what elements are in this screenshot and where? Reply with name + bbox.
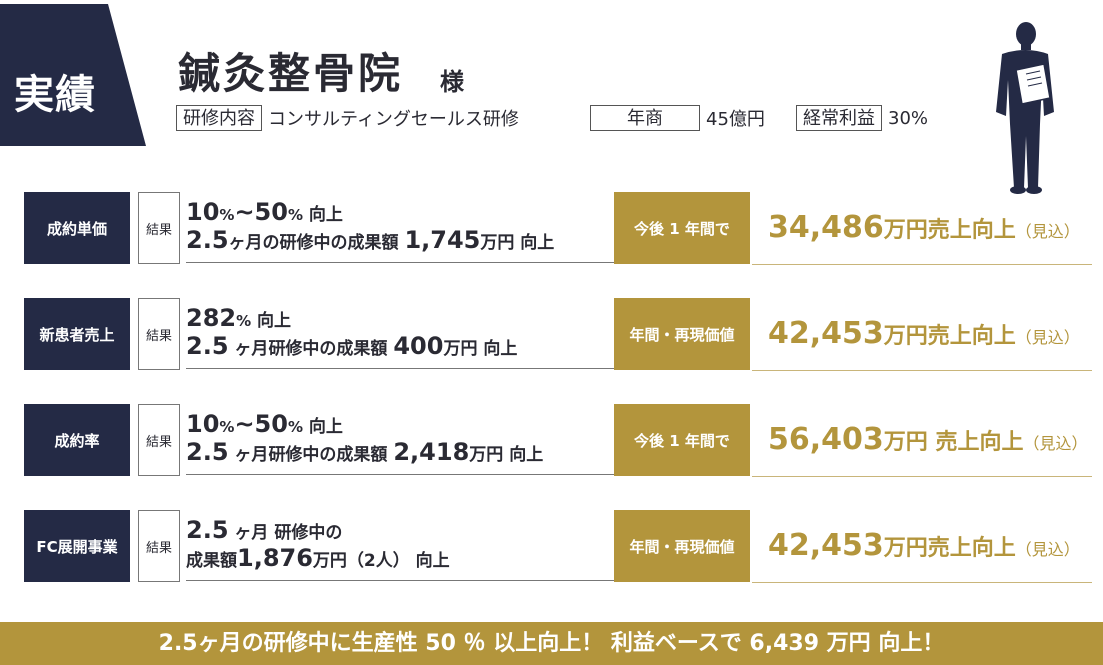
row-category: 新患者売上 — [24, 298, 130, 370]
forecast-value: 34,486 — [768, 210, 884, 245]
forecast-unit: 万円売上向上 — [883, 324, 1016, 349]
detail-unit: % — [287, 418, 303, 436]
client-honorific: 様 — [440, 68, 464, 96]
results-badge-label: 実績 — [14, 72, 96, 118]
profit-info: 経常利益 30% — [796, 103, 928, 133]
row-forecast: 42,453万円売上向上（見込） — [768, 528, 1098, 563]
row-divider — [186, 580, 614, 581]
training-value: コンサルティングセールス研修 — [268, 109, 519, 130]
row-gold-divider — [752, 582, 1092, 583]
detail-unit: 万円 — [480, 233, 515, 253]
forecast-value: 56,403 — [768, 422, 884, 457]
detail-unit: % — [287, 206, 303, 224]
detail-text: 向上 — [514, 233, 555, 253]
row-divider — [186, 262, 614, 263]
forecast-note: （見込） — [1015, 328, 1080, 347]
detail-value: 2.5 — [186, 332, 229, 360]
row-gold-divider — [752, 476, 1092, 477]
summary-text: 2.5ヶ月の研修中に生産性 50 ％ 以上向上！ 利益ベースで 6,439 万円… — [158, 631, 945, 656]
row-gold-divider — [752, 370, 1092, 371]
row-forecast: 42,453万円売上向上（見込） — [768, 316, 1098, 351]
detail-text: 向上 — [251, 311, 292, 331]
detail-unit: 万円（2人） — [312, 551, 410, 571]
sales-value: 45億円 — [706, 109, 765, 130]
detail-value: 2.5 — [186, 438, 229, 466]
detail-amount: 1,876 — [237, 544, 313, 572]
row-detail: 10%~50% 向上 2.5ヶ月の研修中の成果額 1,745万円 向上 — [186, 198, 612, 254]
row-category: FC展開事業 — [24, 510, 130, 582]
detail-unit: 万円 — [443, 339, 478, 359]
detail-amount: 1,745 — [404, 226, 481, 254]
detail-value: 10 — [186, 410, 220, 438]
client-name: 鍼灸整骨院 — [178, 49, 404, 98]
detail-value: 282 — [186, 304, 237, 332]
forecast-note: （見込） — [1015, 540, 1080, 559]
summary-banner — [0, 622, 1103, 665]
detail-amount: 400 — [393, 332, 444, 360]
row-detail: 10%~50% 向上 2.5 ヶ月研修中の成果額 2,418万円 向上 — [186, 410, 612, 466]
detail-unit: ヶ月 — [228, 523, 269, 543]
row-detail: 2.5 ヶ月 研修中の 成果額1,876万円（2人） 向上 — [186, 516, 612, 572]
result-row-1: 成約単価 結果 10%~50% 向上 2.5ヶ月の研修中の成果額 1,745万円… — [0, 192, 1103, 265]
forecast-value: 42,453 — [768, 528, 884, 563]
row-result-label: 結果 — [138, 192, 180, 264]
forecast-value: 42,453 — [768, 316, 884, 351]
row-period: 年間・再現価値 — [614, 510, 750, 582]
detail-unit: % — [219, 418, 235, 436]
detail-unit: ヶ月 — [228, 339, 269, 359]
detail-value: 50 — [254, 410, 288, 438]
sales-label: 年商 — [590, 105, 700, 131]
forecast-unit: 万円売上向上 — [883, 218, 1016, 243]
detail-text: の研修中の成果額 — [262, 233, 405, 253]
detail-unit: ヶ月 — [228, 445, 269, 465]
result-row-4: FC展開事業 結果 2.5 ヶ月 研修中の 成果額1,876万円（2人） 向上 … — [0, 510, 1103, 583]
detail-text: 向上 — [477, 339, 518, 359]
detail-amount: 2,418 — [393, 438, 470, 466]
detail-text: 向上 — [302, 205, 343, 225]
detail-value: 10 — [186, 198, 220, 226]
detail-unit: ヶ月 — [228, 233, 263, 253]
detail-unit: % — [219, 206, 235, 224]
row-result-label: 結果 — [138, 510, 180, 582]
row-forecast: 56,403万円 売上向上（見込） — [768, 422, 1098, 457]
detail-text: 研修中の成果額 — [268, 445, 394, 465]
row-period: 今後 1 年間で — [614, 404, 750, 476]
detail-unit: 万円 — [469, 445, 504, 465]
forecast-note: （見込） — [1023, 434, 1088, 453]
row-category: 成約率 — [24, 404, 130, 476]
detail-value: 50 — [254, 198, 288, 226]
businessman-silhouette-icon — [996, 22, 1054, 194]
result-row-3: 成約率 結果 10%~50% 向上 2.5 ヶ月研修中の成果額 2,418万円 … — [0, 404, 1103, 477]
forecast-note: （見込） — [1015, 222, 1080, 241]
row-forecast: 34,486万円売上向上（見込） — [768, 210, 1098, 245]
row-detail: 282% 向上 2.5 ヶ月研修中の成果額 400万円 向上 — [186, 304, 612, 360]
forecast-unit: 万円 売上向上 — [883, 430, 1024, 455]
row-divider — [186, 368, 614, 369]
row-category: 成約単価 — [24, 192, 130, 264]
detail-text: 向上 — [503, 445, 544, 465]
detail-sep: ~ — [234, 410, 255, 438]
profit-value: 30% — [888, 107, 929, 129]
training-info: 研修内容 コンサルティングセールス研修 — [176, 103, 519, 133]
profit-label: 経常利益 — [796, 105, 882, 131]
detail-value: 2.5 — [186, 516, 229, 544]
detail-sep: ~ — [234, 198, 255, 226]
detail-text: 成果額 — [186, 551, 237, 571]
row-divider — [186, 474, 614, 475]
forecast-unit: 万円売上向上 — [883, 536, 1016, 561]
detail-text: 研修中の成果額 — [268, 339, 394, 359]
row-period: 年間・再現価値 — [614, 298, 750, 370]
row-gold-divider — [752, 264, 1092, 265]
row-period: 今後 1 年間で — [614, 192, 750, 264]
detail-value: 2.5 — [186, 226, 229, 254]
sales-info: 年商 45億円 — [590, 103, 765, 133]
result-row-2: 新患者売上 結果 282% 向上 2.5 ヶ月研修中の成果額 400万円 向上 … — [0, 298, 1103, 371]
row-result-label: 結果 — [138, 404, 180, 476]
training-label: 研修内容 — [176, 105, 262, 131]
detail-unit: % — [236, 312, 252, 330]
detail-text: 向上 — [302, 417, 343, 437]
detail-text: 研修中の — [268, 523, 343, 543]
detail-text: 向上 — [409, 551, 450, 571]
row-result-label: 結果 — [138, 298, 180, 370]
